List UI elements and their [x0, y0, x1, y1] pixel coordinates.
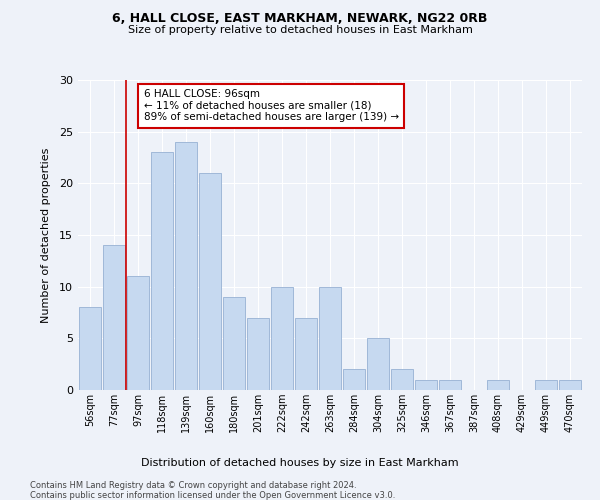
Text: Distribution of detached houses by size in East Markham: Distribution of detached houses by size …: [141, 458, 459, 468]
Y-axis label: Number of detached properties: Number of detached properties: [41, 148, 50, 322]
Bar: [295, 318, 317, 390]
Bar: [535, 380, 557, 390]
Bar: [103, 246, 125, 390]
Bar: [271, 286, 293, 390]
Bar: [415, 380, 437, 390]
Bar: [79, 308, 101, 390]
Bar: [247, 318, 269, 390]
Bar: [559, 380, 581, 390]
Bar: [319, 286, 341, 390]
Text: 6 HALL CLOSE: 96sqm
← 11% of detached houses are smaller (18)
89% of semi-detach: 6 HALL CLOSE: 96sqm ← 11% of detached ho…: [143, 90, 398, 122]
Bar: [151, 152, 173, 390]
Text: Contains HM Land Registry data © Crown copyright and database right 2024.: Contains HM Land Registry data © Crown c…: [30, 481, 356, 490]
Bar: [127, 276, 149, 390]
Bar: [175, 142, 197, 390]
Text: Size of property relative to detached houses in East Markham: Size of property relative to detached ho…: [128, 25, 472, 35]
Bar: [223, 297, 245, 390]
Bar: [199, 173, 221, 390]
Bar: [367, 338, 389, 390]
Text: Contains public sector information licensed under the Open Government Licence v3: Contains public sector information licen…: [30, 491, 395, 500]
Bar: [487, 380, 509, 390]
Bar: [391, 370, 413, 390]
Text: 6, HALL CLOSE, EAST MARKHAM, NEWARK, NG22 0RB: 6, HALL CLOSE, EAST MARKHAM, NEWARK, NG2…: [112, 12, 488, 26]
Bar: [343, 370, 365, 390]
Bar: [439, 380, 461, 390]
